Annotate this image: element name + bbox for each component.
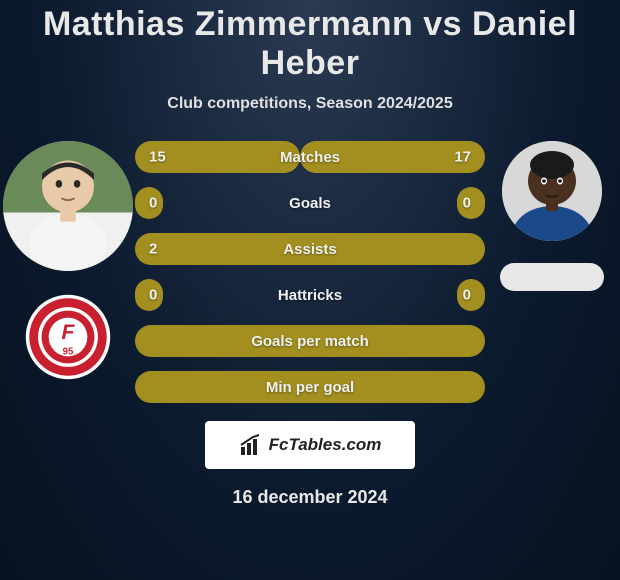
player-left-col: F 95 [13, 141, 123, 381]
stat-bar: Min per goal [135, 371, 485, 403]
fctables-badge[interactable]: FcTables.com [205, 421, 415, 469]
player-left-avatar-icon [3, 141, 133, 271]
svg-text:95: 95 [63, 347, 74, 358]
svg-text:F: F [62, 321, 76, 344]
stat-value-left: 0 [149, 287, 157, 304]
player-right-col [497, 141, 607, 291]
player-right-club-pill [500, 263, 604, 291]
player-left-photo [3, 141, 133, 271]
stat-bar: Hattricks 0 0 [135, 279, 485, 311]
main-row: F 95 Matches 15 17 Goals 0 0 Assists 2 Hattricks… [0, 141, 620, 403]
stat-bar: Assists 2 [135, 233, 485, 265]
stat-value-right: 0 [463, 287, 471, 304]
stat-value-left: 15 [149, 149, 166, 166]
stat-label: Min per goal [266, 379, 354, 396]
stat-label: Matches [280, 149, 340, 166]
page-subtitle: Club competitions, Season 2024/2025 [0, 95, 620, 113]
stat-value-right: 0 [463, 195, 471, 212]
player-left-club-logo: F 95 [24, 293, 112, 381]
badge-text: FcTables.com [269, 435, 382, 455]
stat-value-left: 2 [149, 241, 157, 258]
player-right-avatar-icon [502, 141, 602, 241]
chart-icon [239, 433, 263, 457]
comparison-container: Matthias Zimmermann vs Daniel Heber Club… [0, 0, 620, 508]
player-right-photo [502, 141, 602, 241]
stat-bar: Goals 0 0 [135, 187, 485, 219]
stat-bar: Goals per match [135, 325, 485, 357]
stat-bar: Matches 15 17 [135, 141, 485, 173]
stat-label: Assists [283, 241, 336, 258]
date-text: 16 december 2024 [0, 487, 620, 508]
page-title: Matthias Zimmermann vs Daniel Heber [0, 5, 620, 83]
stat-bars: Matches1517Goals00Assists2Hattricks00Goa… [135, 141, 485, 403]
fortuna-logo-icon: F 95 [24, 293, 112, 381]
stat-label: Hattricks [278, 287, 342, 304]
stat-value-right: 17 [454, 149, 471, 166]
stat-value-left: 0 [149, 195, 157, 212]
stat-label: Goals [289, 195, 331, 212]
stat-label: Goals per match [251, 333, 369, 350]
